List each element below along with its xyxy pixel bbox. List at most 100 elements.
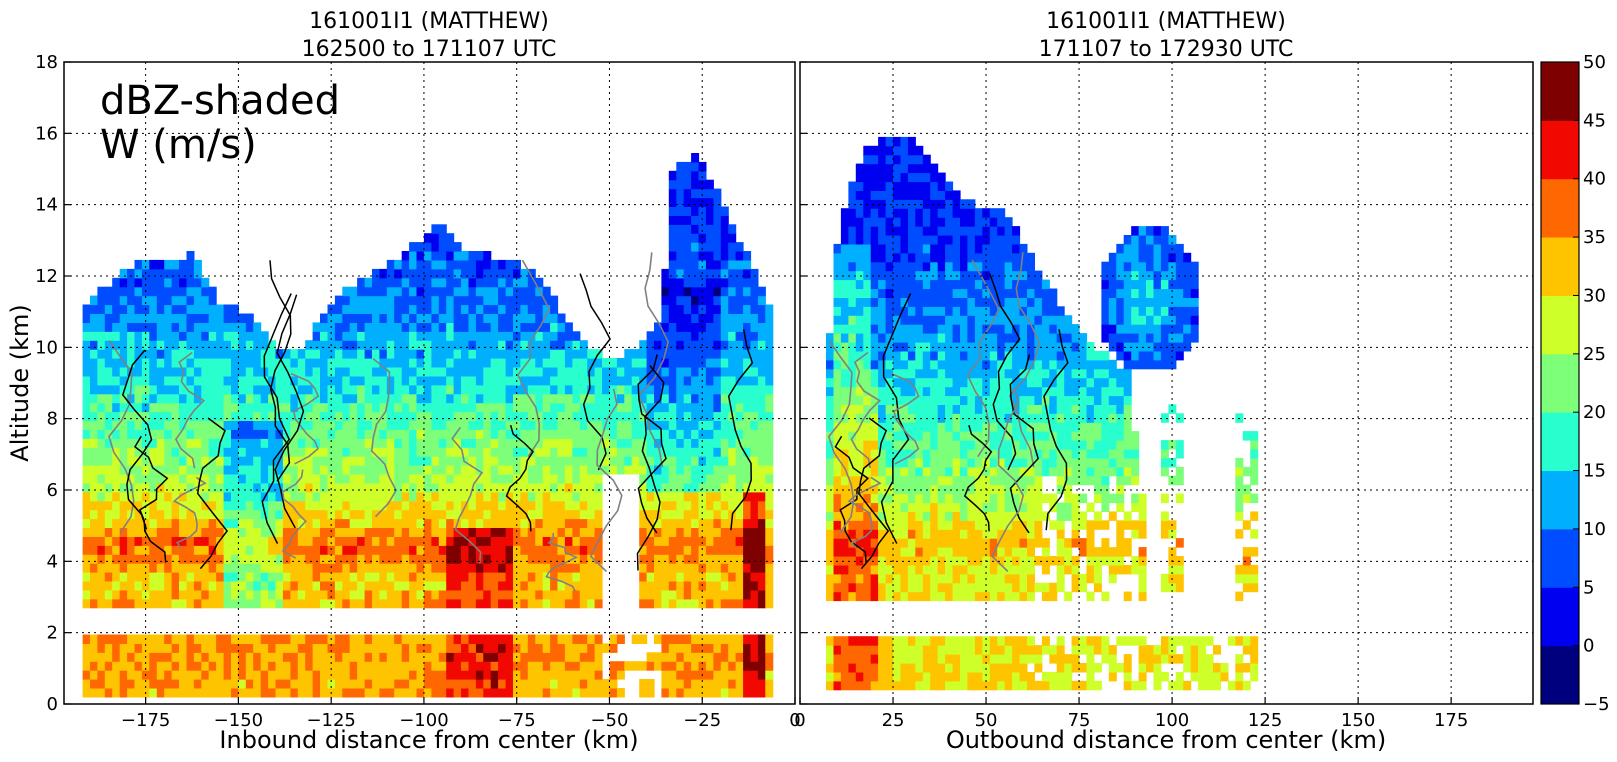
- dbz-cell: [826, 547, 834, 557]
- dbz-cell: [409, 411, 418, 421]
- dbz-cell: [119, 679, 128, 689]
- dbz-cell: [900, 654, 909, 664]
- dbz-cell: [676, 313, 685, 323]
- dbz-cell: [870, 235, 879, 245]
- dbz-cell: [90, 679, 98, 689]
- dbz-cell: [238, 358, 247, 368]
- dbz-cell: [705, 598, 714, 609]
- dbz-cell: [535, 331, 544, 341]
- dbz-cell: [542, 679, 551, 689]
- dbz-cell: [527, 268, 536, 279]
- dbz-cell: [119, 581, 128, 591]
- dbz-cell: [915, 654, 924, 664]
- dbz-cell: [305, 509, 314, 520]
- dbz-cell: [750, 661, 759, 671]
- dbz-cell: [468, 679, 477, 689]
- dbz-cell: [609, 429, 618, 439]
- dbz-cell: [379, 375, 388, 386]
- dbz-cell: [757, 643, 766, 653]
- dbz-cell: [922, 529, 931, 539]
- dbz-cell: [127, 554, 136, 564]
- dbz-cell: [320, 429, 328, 439]
- dbz-cell: [297, 643, 306, 653]
- dbz-cell: [179, 438, 187, 448]
- dbz-cell: [186, 393, 195, 404]
- dbz-cell: [609, 358, 618, 368]
- dbz-cell: [475, 634, 484, 644]
- dbz-cell: [423, 295, 432, 306]
- dbz-cell: [216, 661, 225, 671]
- dbz-cell: [557, 322, 566, 332]
- dbz-cell: [757, 589, 766, 600]
- dbz-cell: [743, 456, 752, 466]
- dbz-cell: [915, 440, 924, 450]
- dbz-cell: [245, 554, 254, 564]
- dbz-cell: [461, 598, 469, 609]
- dbz-cell: [668, 242, 677, 252]
- dbz-cell: [208, 438, 217, 448]
- dbz-cell: [757, 393, 766, 404]
- dbz-cell: [527, 634, 536, 644]
- dbz-cell: [453, 491, 462, 502]
- dbz-cell: [171, 286, 180, 297]
- dbz-cell: [750, 438, 759, 448]
- dbz-cell: [386, 286, 395, 297]
- dbz-cell: [757, 679, 766, 689]
- dbz-cell: [364, 340, 373, 350]
- dbz-cell: [572, 545, 581, 555]
- dbz-cell: [290, 589, 299, 600]
- dbz-cell: [127, 295, 136, 306]
- dbz-cell: [646, 688, 655, 698]
- dbz-cell: [171, 438, 180, 448]
- dbz-cell: [461, 527, 469, 537]
- dbz-cell: [179, 375, 187, 386]
- dbz-cell: [231, 304, 239, 314]
- dbz-cell: [438, 340, 447, 350]
- dbz-cell: [297, 634, 306, 644]
- dbz-cell: [513, 465, 521, 475]
- dbz-cell: [357, 527, 366, 537]
- dbz-cell: [885, 279, 894, 290]
- dbz-cell: [705, 509, 714, 520]
- dbz-cell: [431, 518, 440, 528]
- dbz-cell: [870, 671, 879, 682]
- dbz-cell: [149, 259, 158, 270]
- dbz-cell: [461, 420, 469, 430]
- dbz-cell: [676, 161, 685, 172]
- dbz-cell: [885, 395, 894, 405]
- dbz-cell: [171, 295, 180, 306]
- dbz-cell: [90, 545, 98, 555]
- dbz-cell: [461, 393, 469, 404]
- dbz-cell: [290, 456, 299, 466]
- dbz-cell: [900, 529, 909, 539]
- dbz-cell: [915, 680, 924, 691]
- dbz-cell: [855, 457, 864, 468]
- dbz-cell: [922, 181, 931, 191]
- dbz-cell: [409, 661, 418, 671]
- dbz-cell: [893, 172, 901, 183]
- dbz-cell: [461, 473, 469, 484]
- dbz-cell: [461, 661, 469, 671]
- dbz-cell: [216, 375, 225, 386]
- dbz-cell: [357, 349, 366, 359]
- dbz-cell: [90, 661, 98, 671]
- dbz-cell: [743, 589, 752, 600]
- dbz-cell: [372, 661, 380, 671]
- dbz-cell: [550, 304, 559, 314]
- dbz-cell: [922, 547, 931, 557]
- dbz-cell: [156, 304, 165, 314]
- dbz-cell: [438, 375, 447, 386]
- dbz-cell: [683, 170, 692, 181]
- dbz-cell: [475, 367, 484, 377]
- dbz-cell: [82, 572, 91, 582]
- dbz-cell: [863, 359, 872, 370]
- dbz-cell: [878, 243, 887, 254]
- dbz-cell: [646, 375, 655, 386]
- dbz-cell: [922, 235, 931, 245]
- dbz-cell: [833, 306, 842, 316]
- dbz-cell: [179, 679, 187, 689]
- dbz-cell: [253, 491, 262, 502]
- dbz-cell: [364, 473, 373, 484]
- dbz-cell: [297, 545, 306, 555]
- dbz-cell: [893, 484, 901, 495]
